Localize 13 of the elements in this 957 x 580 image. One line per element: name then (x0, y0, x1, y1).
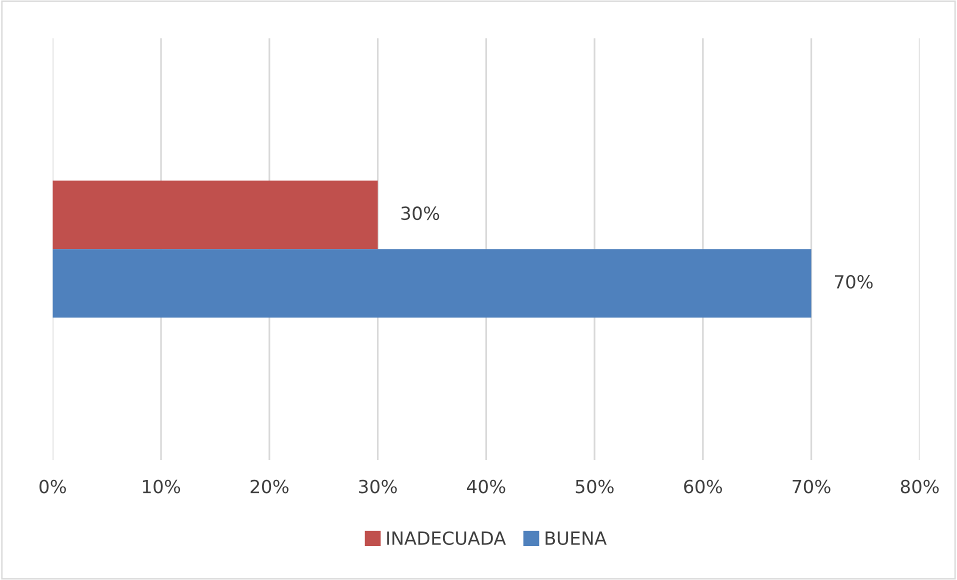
x-tick-label: 0% (40, 480, 66, 494)
x-tick-label: 10% (142, 480, 180, 494)
x-tick-label: 40% (466, 480, 506, 494)
x-tick-label: 20% (250, 480, 288, 494)
data-label: 30% (401, 206, 440, 220)
x-tick-label: 50% (576, 480, 614, 494)
x-tick-label: 70% (792, 480, 830, 494)
x-tick-label: 80% (900, 480, 939, 494)
x-tick-label: 60% (684, 480, 722, 494)
data-label: 70% (835, 274, 873, 289)
legend-label: INADECUADA (387, 531, 506, 545)
legend-label: BUENA (546, 532, 607, 545)
x-tick-label: 30% (359, 480, 397, 494)
